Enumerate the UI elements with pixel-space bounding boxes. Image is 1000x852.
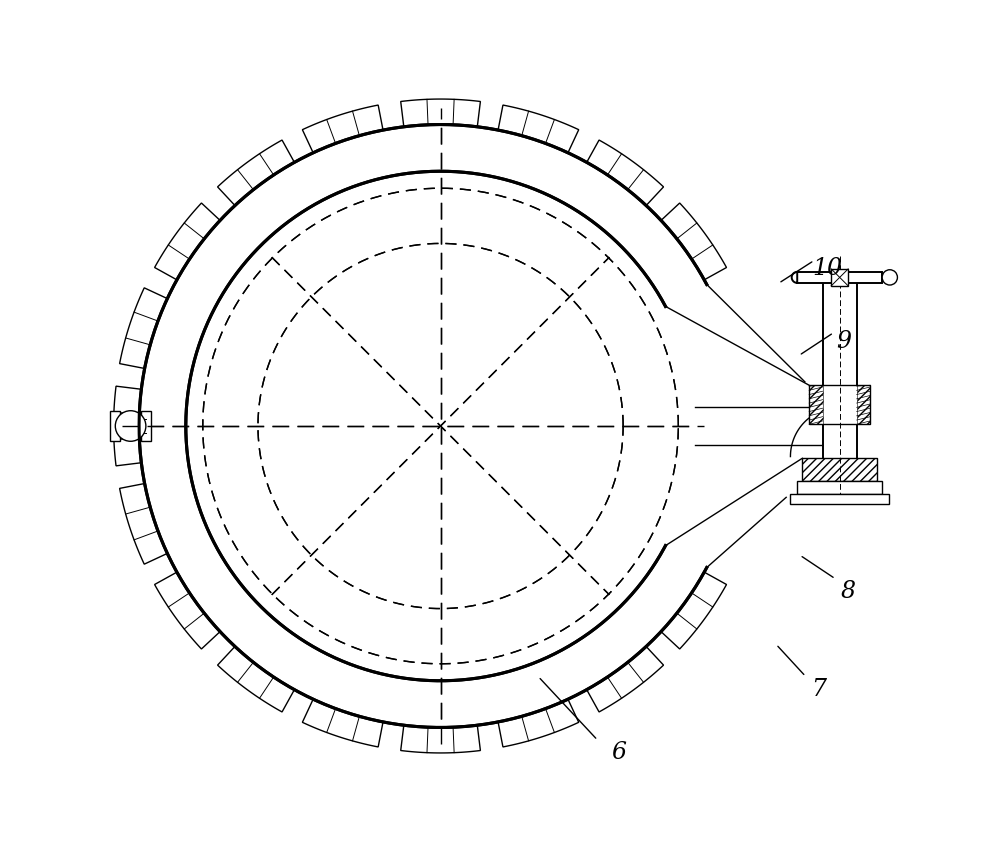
Polygon shape bbox=[714, 484, 761, 564]
Polygon shape bbox=[498, 105, 579, 153]
Bar bbox=[802, 458, 877, 481]
Polygon shape bbox=[661, 203, 727, 279]
Polygon shape bbox=[155, 573, 220, 649]
Bar bbox=[809, 385, 823, 424]
Text: 10: 10 bbox=[812, 257, 842, 280]
Polygon shape bbox=[809, 385, 870, 424]
Polygon shape bbox=[797, 272, 882, 283]
Circle shape bbox=[115, 411, 146, 441]
Polygon shape bbox=[823, 278, 857, 490]
Polygon shape bbox=[792, 272, 797, 283]
Bar bbox=[831, 269, 848, 286]
Polygon shape bbox=[218, 140, 294, 205]
Bar bbox=[857, 385, 870, 424]
Polygon shape bbox=[498, 699, 579, 747]
Polygon shape bbox=[302, 105, 383, 153]
Text: 7: 7 bbox=[811, 677, 826, 700]
Polygon shape bbox=[155, 203, 220, 279]
Polygon shape bbox=[114, 386, 141, 466]
Text: 8: 8 bbox=[841, 580, 856, 603]
Polygon shape bbox=[110, 411, 120, 441]
Polygon shape bbox=[661, 573, 727, 649]
Polygon shape bbox=[587, 647, 664, 712]
Polygon shape bbox=[401, 99, 480, 127]
Polygon shape bbox=[802, 458, 877, 481]
Polygon shape bbox=[120, 484, 167, 564]
Polygon shape bbox=[587, 140, 664, 205]
Text: 6: 6 bbox=[611, 741, 626, 764]
Circle shape bbox=[882, 270, 897, 285]
Polygon shape bbox=[302, 699, 383, 747]
Polygon shape bbox=[790, 494, 889, 504]
Polygon shape bbox=[141, 411, 151, 441]
Polygon shape bbox=[218, 647, 294, 712]
Polygon shape bbox=[401, 725, 480, 753]
Polygon shape bbox=[120, 288, 167, 368]
Polygon shape bbox=[662, 271, 772, 581]
Text: 9: 9 bbox=[836, 330, 851, 353]
Polygon shape bbox=[797, 481, 882, 494]
